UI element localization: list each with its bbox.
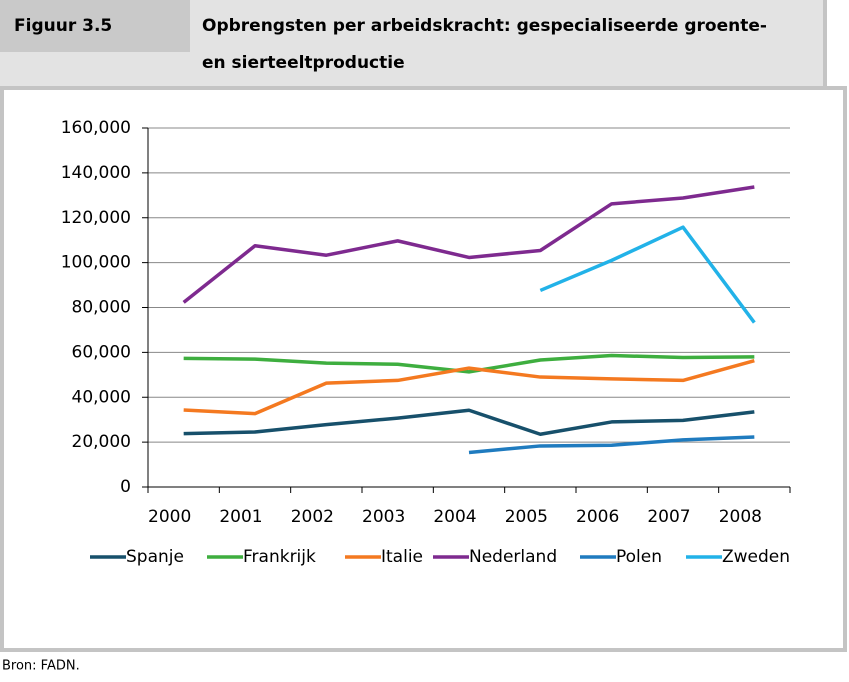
series-line bbox=[539, 225, 756, 324]
header-edge bbox=[823, 0, 827, 88]
x-tick-label: 2000 bbox=[148, 507, 191, 527]
series-line bbox=[183, 408, 755, 437]
legend-label: Zweden bbox=[722, 547, 790, 567]
y-tick-label: 20,000 bbox=[72, 432, 131, 452]
source: Bron: FADN. bbox=[2, 659, 80, 674]
legend-label: Frankrijk bbox=[243, 547, 316, 567]
legend-label: Nederland bbox=[469, 547, 557, 567]
x-tick-label: 2005 bbox=[505, 507, 548, 527]
x-tick-label: 2008 bbox=[719, 507, 762, 527]
series-line bbox=[182, 185, 755, 304]
x-tick-label: 2004 bbox=[433, 507, 476, 527]
x-tick-label: 2007 bbox=[647, 507, 690, 527]
chart-title: Opbrengsten per arbeidskracht: gespecial… bbox=[202, 16, 767, 36]
y-tick-label: 60,000 bbox=[72, 342, 131, 362]
chart-title: en sierteeltproductie bbox=[202, 53, 405, 73]
x-tick-label: 2003 bbox=[362, 507, 405, 527]
series-line bbox=[468, 435, 755, 455]
header-gap bbox=[826, 0, 849, 88]
label-cell bbox=[0, 0, 190, 52]
y-tick-label: 160,000 bbox=[61, 118, 131, 138]
legend-label: Italie bbox=[381, 547, 423, 567]
figure-label: Figuur 3.5 bbox=[14, 16, 112, 36]
y-tick-label: 100,000 bbox=[61, 253, 131, 273]
x-tick-label: 2002 bbox=[291, 507, 334, 527]
x-tick-label: 2001 bbox=[219, 507, 262, 527]
series-line bbox=[183, 353, 755, 374]
y-tick-label: 0 bbox=[120, 477, 131, 497]
legend-label: Spanje bbox=[126, 547, 184, 567]
x-tick-label: 2006 bbox=[576, 507, 619, 527]
series-line bbox=[183, 358, 755, 416]
y-tick-label: 80,000 bbox=[72, 298, 131, 318]
y-tick-label: 140,000 bbox=[61, 163, 131, 183]
legend-label: Polen bbox=[616, 547, 662, 567]
y-tick-label: 40,000 bbox=[72, 387, 131, 407]
y-tick-label: 120,000 bbox=[61, 208, 131, 228]
